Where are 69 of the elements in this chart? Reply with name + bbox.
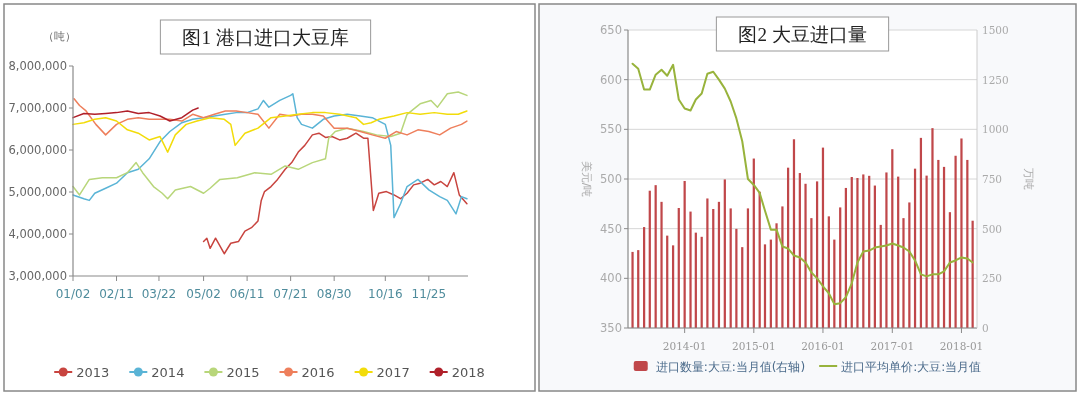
x-tick-label: 10/16 xyxy=(368,287,403,301)
y-tick-label: 650 xyxy=(600,23,622,37)
legend-label: 2014 xyxy=(151,365,185,380)
y-tick-label: 600 xyxy=(600,72,622,87)
line-series xyxy=(72,92,468,219)
y-tick-label: 7,000,000 xyxy=(8,101,67,115)
x-tick-label: 05/02 xyxy=(186,287,221,301)
line-series xyxy=(72,107,199,122)
bar xyxy=(775,223,778,328)
x-tick-label: 11/25 xyxy=(411,287,447,301)
y2-tick-label: 1500 xyxy=(982,24,1009,36)
chart-title: 图1 港口进口大豆库 xyxy=(182,27,349,48)
line-series xyxy=(631,62,974,306)
legend-label: 进口数量:大豆:当月值(右轴) xyxy=(655,360,806,374)
y-tick-label: 550 xyxy=(600,122,622,137)
line-series xyxy=(72,110,468,153)
y-axis-title: （吨） xyxy=(42,30,76,43)
y-tick-label: 3,000,000 xyxy=(8,269,67,283)
bar xyxy=(804,183,807,328)
x-tick-label: 2018-01 xyxy=(939,340,984,352)
x-tick-label: 06/11 xyxy=(229,287,265,301)
bar xyxy=(925,175,928,328)
x-tick-label: 2014-01 xyxy=(662,340,707,352)
line-series xyxy=(72,91,468,200)
legend-label: 2018 xyxy=(451,365,485,380)
y-tick-label: 5,000,000 xyxy=(8,185,67,199)
y2-tick-label: 1000 xyxy=(982,123,1009,136)
legend-label: 2015 xyxy=(226,365,260,380)
x-tick-label: 02/11 xyxy=(99,287,134,301)
bar xyxy=(781,206,784,328)
x-tick-label: 07/21 xyxy=(273,287,308,301)
legend-label: 2016 xyxy=(301,365,335,380)
bar xyxy=(931,128,934,328)
x-tick-label: 08/30 xyxy=(316,287,352,301)
y2-tick-label: 250 xyxy=(982,272,1003,285)
y-tick-label: 6,000,000 xyxy=(8,143,67,157)
y-tick-label: 8,000,000 xyxy=(8,59,67,73)
bar xyxy=(902,218,905,328)
y-tick-label: 450 xyxy=(600,221,622,236)
bar xyxy=(856,178,859,328)
bar xyxy=(631,251,634,328)
bar xyxy=(660,201,663,328)
y2-tick-label: 750 xyxy=(982,173,1003,185)
y2-axis-title: 万吨 xyxy=(1022,168,1035,190)
y-tick-label: 4,000,000 xyxy=(8,227,67,241)
x-tick-label: 2016-01 xyxy=(801,340,845,352)
x-tick-label: 03/22 xyxy=(141,287,177,301)
legend-label: 2017 xyxy=(376,365,410,380)
y2-tick-label: 500 xyxy=(982,222,1003,235)
legend-label: 2013 xyxy=(76,365,110,380)
bar xyxy=(810,218,813,328)
y2-tick-label: 1250 xyxy=(982,73,1009,86)
x-tick-label: 01/02 xyxy=(55,287,91,301)
line-series xyxy=(73,98,468,139)
bar xyxy=(885,172,888,328)
bar xyxy=(706,198,709,328)
y-axis-title: 美元/吨 xyxy=(580,160,593,198)
y-tick-label: 500 xyxy=(600,172,622,186)
x-tick-label: 2015-01 xyxy=(731,340,776,352)
bar xyxy=(689,211,692,328)
y-tick-label: 350 xyxy=(600,321,622,335)
x-tick-label: 2017-01 xyxy=(870,340,915,352)
line-series xyxy=(202,132,468,255)
bar xyxy=(954,155,957,328)
chart-title: 图2 大豆进口量 xyxy=(738,24,867,45)
legend-label: 进口平均单价:大豆:当月值 xyxy=(841,360,982,374)
y2-tick-label: 0 xyxy=(982,322,989,334)
bar xyxy=(960,138,963,328)
y-tick-label: 400 xyxy=(600,271,622,286)
